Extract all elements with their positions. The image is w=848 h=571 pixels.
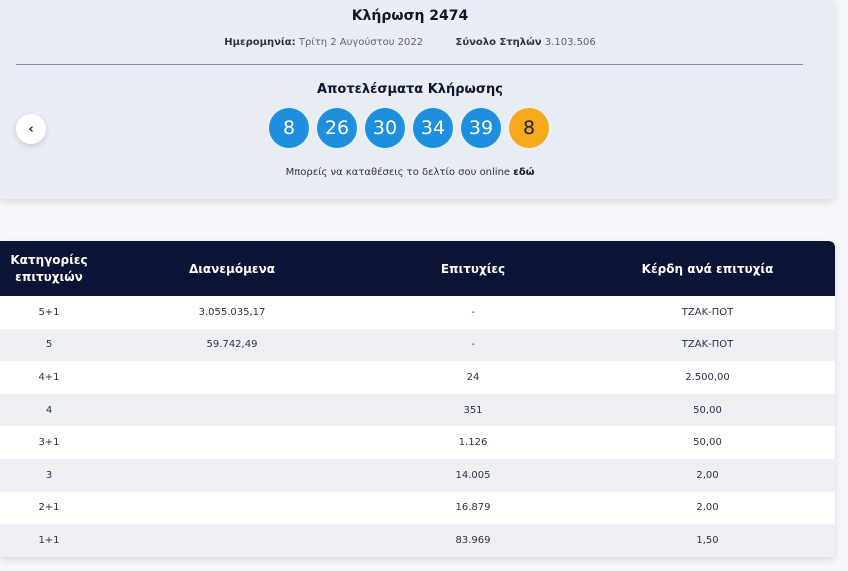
table-row: 5 59.742,49 - ΤΖΑΚ-ΠΟΤ (0, 328, 835, 362)
cell-winners: 14.005 (455, 469, 491, 481)
number-ball: 30 (365, 108, 405, 148)
columns-label: Σύνολο Στηλών (455, 37, 542, 48)
number-ball: 8 (269, 108, 309, 148)
cell-category: 5 (45, 339, 53, 351)
cell-category: 3 (45, 469, 53, 481)
number-ball: 26 (317, 108, 357, 148)
cell-prize: 50,00 (693, 437, 722, 449)
date-value: Τρίτη 2 Αυγούστου 2022 (298, 37, 424, 48)
cell-category: 5+1 (38, 306, 60, 318)
columns-value: 3.103.506 (544, 37, 596, 48)
chevron-left-icon: ‹ (28, 121, 34, 137)
cell-prize: 2,00 (696, 502, 719, 514)
draw-card: Κλήρωση 2474 Ημερομηνία: Τρίτη 2 Αυγούστ… (0, 0, 835, 199)
cell-distributed: 3.055.035,17 (198, 306, 266, 318)
cell-prize: ΤΖΑΚ-ΠΟΤ (681, 339, 734, 351)
cell-prize: 2.500,00 (685, 371, 730, 383)
cell-winners: - (471, 306, 475, 318)
draw-title: Κλήρωση 2474 (351, 8, 469, 24)
cell-winners: 24 (466, 371, 480, 383)
cell-winners: 16.879 (455, 502, 491, 514)
header-winners: Επιτυχίες (440, 261, 506, 276)
cell-distributed: 59.742,49 (206, 339, 258, 351)
cell-winners: 351 (463, 404, 483, 416)
header-prize: Κέρδη ανά επιτυχία (641, 261, 774, 276)
online-note: Μπορείς να καταθέσεις το δελτίο σου onli… (0, 167, 820, 178)
cell-prize: 50,00 (693, 404, 722, 416)
online-link[interactable]: εδώ (513, 167, 535, 178)
cell-prize: 1,50 (696, 534, 719, 546)
table-header: Κατηγορίες επιτυχιών Διανεμόμενα Επιτυχί… (0, 241, 835, 296)
winning-numbers: 8 26 30 34 39 8 (269, 108, 549, 148)
table-row: 1+1 83.969 1,50 (0, 524, 835, 557)
number-ball: 39 (461, 108, 501, 148)
table-row: 4+1 24 2.500,00 (0, 361, 835, 394)
cell-category: 3+1 (38, 437, 60, 449)
cell-prize: 2,00 (696, 469, 719, 481)
cell-category: 4 (45, 404, 53, 416)
cell-winners: 83.969 (455, 534, 491, 546)
cell-winners: - (471, 339, 475, 351)
table-row: 5+1 3.055.035,17 - ΤΖΑΚ-ΠΟΤ (0, 296, 835, 329)
prize-table: Κατηγορίες επιτυχιών Διανεμόμενα Επιτυχί… (0, 241, 835, 557)
cell-category: 4+1 (38, 371, 60, 383)
table-row: 2+1 16.879 2,00 (0, 491, 835, 525)
table-row: 3+1 1.126 50,00 (0, 426, 835, 459)
number-ball: 34 (413, 108, 453, 148)
header-category: Κατηγορίες επιτυχιών (10, 252, 88, 284)
date-label: Ημερομηνία: (224, 37, 296, 48)
results-title: Αποτελέσματα Κλήρωσης (317, 82, 503, 97)
previous-draw-button[interactable]: ‹ (16, 114, 46, 144)
table-body: 5+1 3.055.035,17 - ΤΖΑΚ-ΠΟΤ 5 59.742,49 … (0, 296, 835, 557)
cell-winners: 1.126 (458, 437, 488, 449)
draw-meta: Ημερομηνία: Τρίτη 2 Αυγούστου 2022 Σύνολ… (0, 37, 820, 48)
cell-category: 2+1 (38, 502, 60, 514)
header-distributed: Διανεμόμενα (188, 261, 276, 276)
divider (16, 64, 803, 65)
cell-category: 1+1 (38, 534, 60, 546)
table-row: 3 14.005 2,00 (0, 458, 835, 492)
cell-prize: ΤΖΑΚ-ΠΟΤ (681, 306, 734, 318)
table-row: 4 351 50,00 (0, 393, 835, 427)
bonus-number-ball: 8 (509, 108, 549, 148)
online-note-text: Μπορείς να καταθέσεις το δελτίο σου onli… (285, 167, 511, 178)
